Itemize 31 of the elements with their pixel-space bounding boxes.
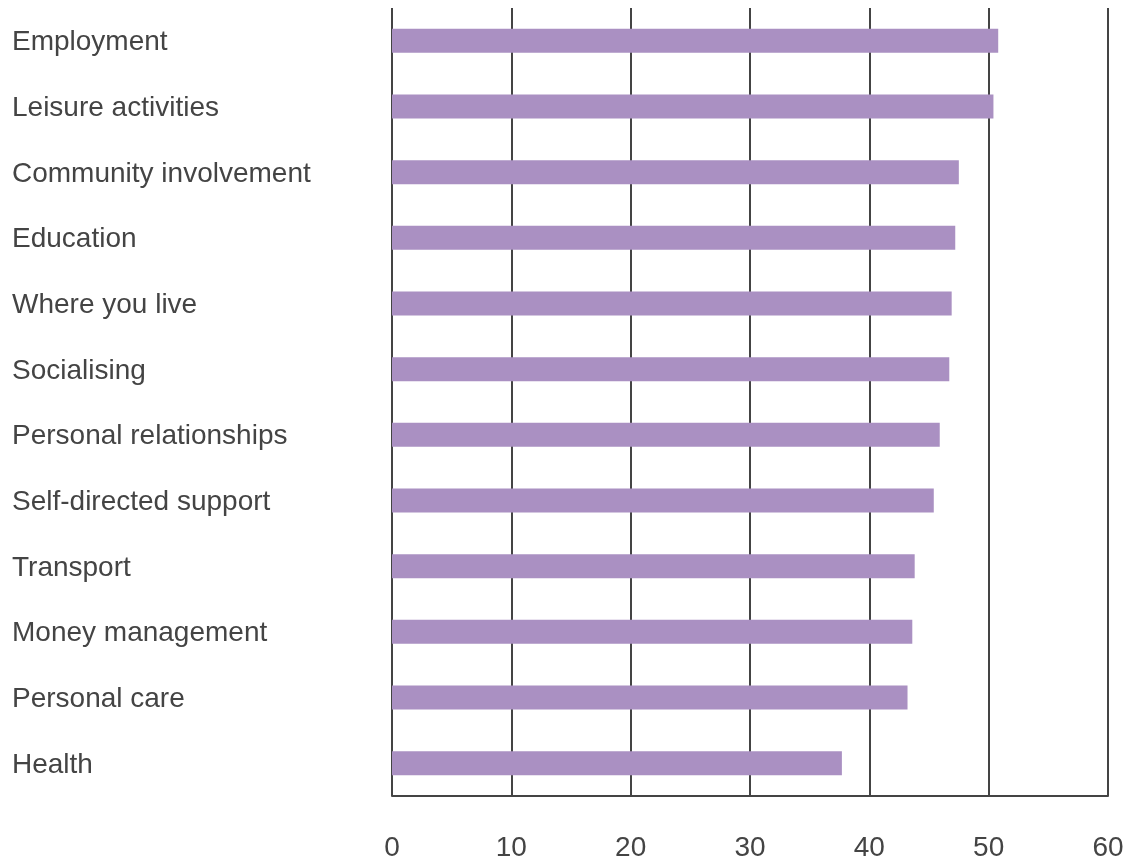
y-tick-label: Leisure activities <box>12 91 219 122</box>
y-tick-label: Community involvement <box>12 156 311 188</box>
y-tick-label: Transport <box>12 550 131 582</box>
bar <box>392 685 908 710</box>
y-tick-label: Where you live <box>12 288 198 319</box>
bar <box>392 422 940 447</box>
bar <box>392 554 915 579</box>
bar <box>392 488 934 513</box>
y-tick-label: Employment <box>12 25 168 57</box>
x-tick-label: 50 <box>973 830 1005 860</box>
x-tick-label: 30 <box>734 830 766 860</box>
bar <box>392 619 913 644</box>
bar <box>392 94 994 119</box>
y-tick-label: Self-directed support <box>12 485 271 516</box>
bar <box>392 160 959 185</box>
x-tick-label: 20 <box>615 830 647 860</box>
bar <box>392 357 950 382</box>
y-tick-label: Personal care <box>12 682 185 713</box>
bar <box>392 28 999 53</box>
y-tick-label: Education <box>12 222 137 254</box>
y-tick-label: Money management <box>12 616 268 648</box>
y-tick-label: Health <box>12 747 93 779</box>
bar <box>392 291 952 316</box>
x-tick-label: 60 <box>1092 830 1124 860</box>
bar <box>392 751 842 776</box>
bar <box>392 225 956 250</box>
x-tick-label: 40 <box>853 830 885 860</box>
y-tick-label: Socialising <box>12 353 146 385</box>
x-tick-label: 10 <box>495 830 527 860</box>
y-tick-label: Personal relationships <box>12 419 288 451</box>
x-tick-label: 0 <box>384 830 400 860</box>
